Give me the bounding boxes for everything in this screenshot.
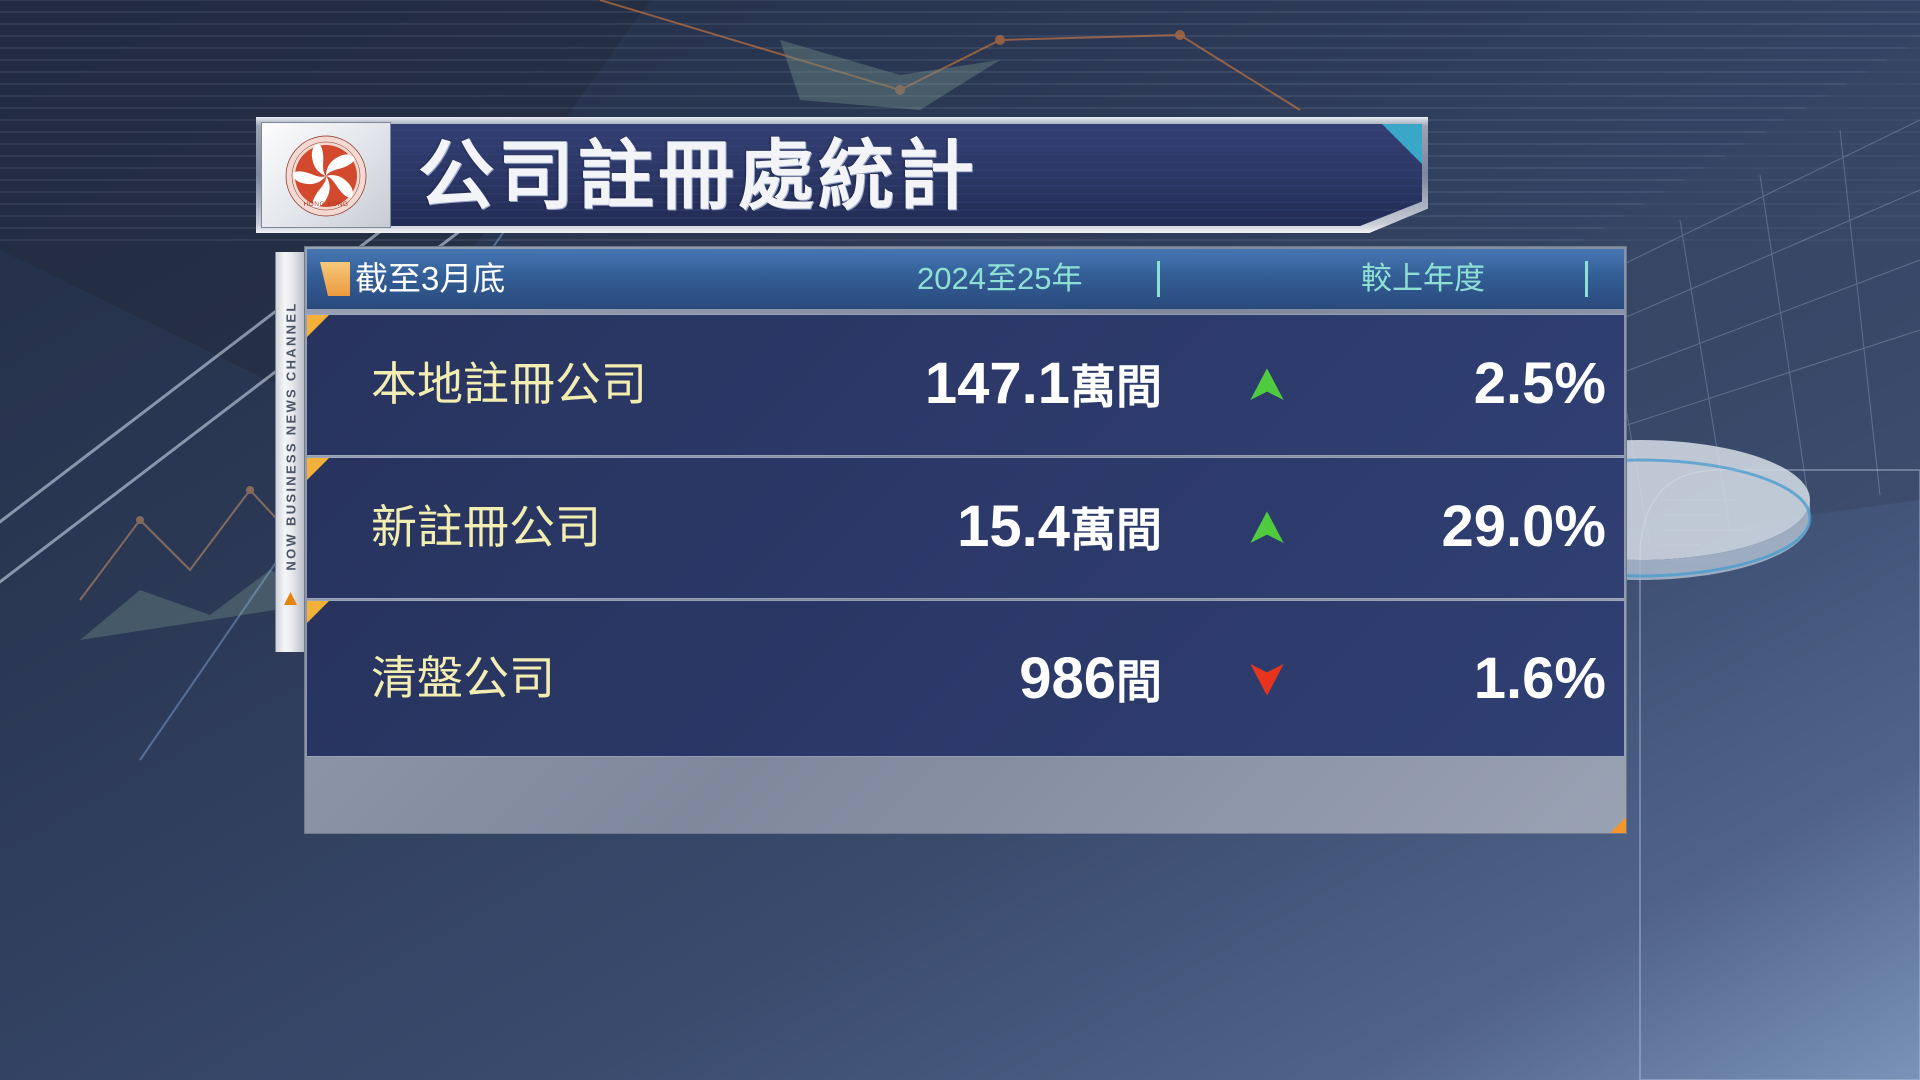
svg-text:HONG KONG: HONG KONG [304,201,349,208]
